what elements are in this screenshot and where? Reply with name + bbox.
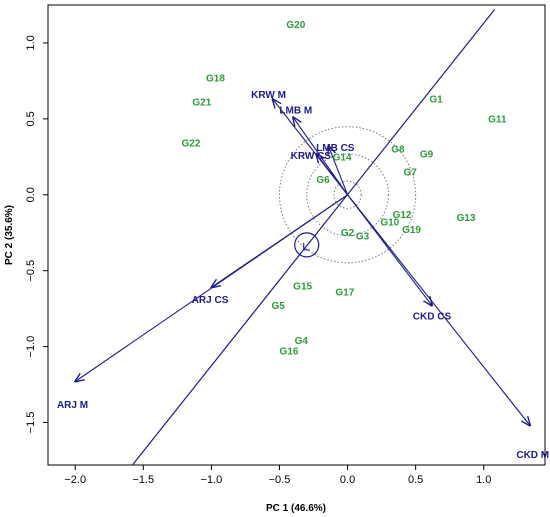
- plot-frame: [47, 4, 546, 466]
- y-tick-label: 0.0: [25, 187, 37, 202]
- ideal-point-arrow: [303, 242, 310, 251]
- x-axis: −2.0 −1.5 −1.0 −0.5 0.0 0.5 1.0: [64, 465, 491, 486]
- environment-label: KRW M: [251, 90, 286, 101]
- ideal-point-circle: [294, 232, 320, 258]
- genotype-label: G13: [457, 213, 476, 224]
- genotype-label: G11: [488, 114, 507, 125]
- average-axis-line: [131, 9, 496, 466]
- x-axis-title: PC 1 (46.6%): [266, 503, 326, 514]
- environment-vector: [211, 194, 348, 288]
- genotype-label: G1: [429, 95, 443, 106]
- genotype-label: G21: [192, 98, 211, 109]
- concentric-ring: [306, 153, 389, 237]
- environment-vector: [316, 154, 348, 196]
- environment-label: ARJ M: [57, 400, 88, 411]
- environment-vector: [347, 194, 530, 426]
- environment-label: CKD M: [516, 450, 549, 461]
- genotype-label: G15: [293, 281, 312, 292]
- genotype-label: G3: [356, 231, 370, 242]
- genotype-label: G20: [286, 20, 305, 31]
- concentric-rings: [278, 126, 417, 264]
- environment-label: LMB CS: [316, 143, 355, 154]
- genotype-label: G14: [333, 152, 352, 163]
- y-tick-label: 0.5: [25, 111, 37, 126]
- genotype-label: G18: [206, 73, 225, 84]
- environment-vectors: [75, 99, 530, 425]
- genotype-label: G9: [420, 149, 434, 160]
- environment-label: ARJ CS: [192, 295, 229, 306]
- x-tick-label: −1.0: [201, 474, 223, 486]
- concentric-ring: [333, 180, 362, 209]
- x-tick-label: 1.0: [476, 474, 491, 486]
- y-tick-label: 1.0: [25, 35, 37, 50]
- average-environment-axis: [131, 9, 496, 466]
- x-tick-label: 0.5: [408, 474, 423, 486]
- y-axis: −1.5 −1.0 −0.5 0.0 0.5 1.0: [25, 35, 48, 433]
- x-tick-label: −2.0: [64, 474, 86, 486]
- y-tick-label: −1.0: [25, 336, 37, 358]
- genotype-label: G8: [391, 145, 405, 156]
- genotype-label: G2: [341, 228, 355, 239]
- x-tick-label: −1.5: [132, 474, 154, 486]
- environment-label: KRW CS: [291, 151, 332, 162]
- genotype-label: G16: [280, 347, 299, 358]
- genotype-labels: G1 G2 G3 G4 G5 G6 G7 G8 G9 G10 G11 G12 G13 G14 G15 G16 G…: [182, 20, 507, 357]
- y-tick-label: −1.5: [25, 412, 37, 434]
- y-tick-label: −0.5: [25, 260, 37, 282]
- environment-vector: [328, 146, 349, 195]
- concentric-ring: [278, 126, 417, 264]
- x-tick-label: 0.0: [340, 474, 355, 486]
- x-tick-label: −0.5: [269, 474, 291, 486]
- genotype-label: G22: [182, 139, 201, 150]
- genotype-label: G6: [316, 175, 330, 186]
- genotype-label: G10: [380, 218, 399, 229]
- genotype-label: G17: [335, 287, 354, 298]
- genotype-label: G19: [402, 225, 421, 236]
- y-axis-title: PC 2 (35.6%): [4, 205, 15, 265]
- genotype-label: G5: [271, 301, 285, 312]
- environment-label: LMB M: [279, 105, 312, 116]
- genotype-label: G4: [295, 336, 309, 347]
- genotype-label: G7: [404, 167, 418, 178]
- environment-label: CKD CS: [413, 312, 452, 323]
- genotype-label: G12: [393, 210, 412, 221]
- ideal-point-marker: [294, 232, 320, 258]
